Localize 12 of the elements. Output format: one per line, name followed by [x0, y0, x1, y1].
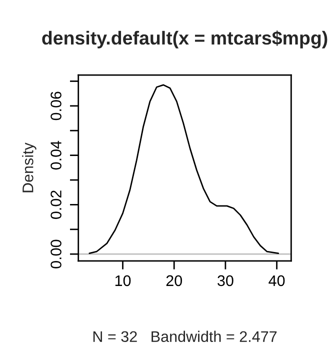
- y-tick-label: 0.06: [50, 92, 62, 120]
- y-tick-label: 0.00: [50, 240, 62, 268]
- y-tick-label: 0.04: [50, 140, 62, 170]
- x-tick-label: 30: [218, 275, 234, 286]
- x-axis-title: N = 32 Bandwidth = 2.477: [93, 330, 277, 342]
- line-series: [88, 84, 280, 254]
- x-tick-label: 40: [268, 275, 285, 286]
- x-tick-label: 20: [166, 275, 182, 286]
- x-tick-label: 10: [115, 275, 131, 286]
- chart-title: density.default(x = mtcars$mpg): [42, 30, 328, 48]
- y-tick-label: 0.02: [50, 190, 62, 219]
- y-axis-title: Density: [22, 142, 36, 192]
